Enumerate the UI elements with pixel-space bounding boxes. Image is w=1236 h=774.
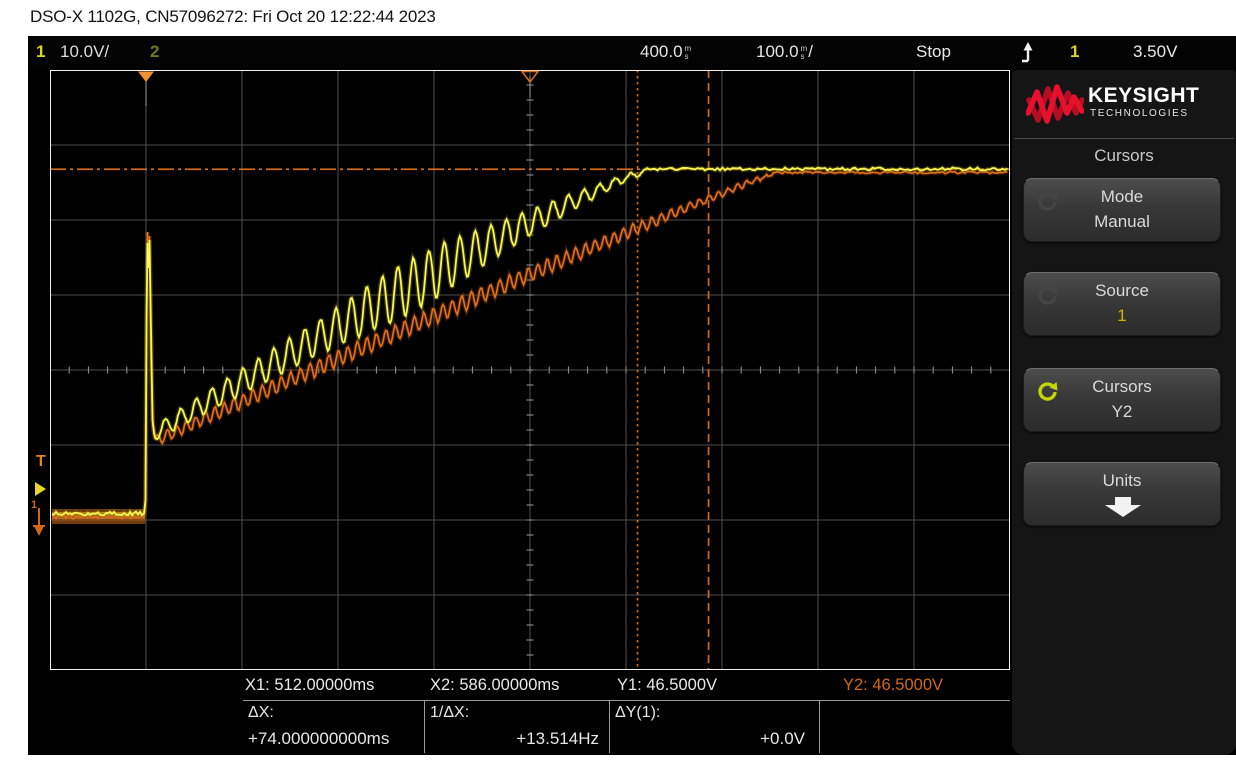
rising-edge-icon [1022, 42, 1033, 63]
softkey-panel: KEYSIGHT TECHNOLOGIES Cursors Mode Manua… [1012, 70, 1236, 755]
down-arrow-icon [1105, 497, 1141, 517]
waveform-area: T 1 X1: 512.00000ms X2: 586.00000ms Y1: … [28, 70, 1012, 755]
delta-y-cell: ΔY(1): +0.0V [610, 701, 820, 753]
keysight-spark-icon [1025, 84, 1085, 124]
rotary-knob-icon [1038, 382, 1058, 401]
inverse-delta-x-cell: 1/ΔX: +13.514Hz [425, 701, 610, 753]
channel1-ground-marker[interactable]: 1 [28, 496, 50, 538]
timebase-setting: 100.0 m s / [756, 42, 813, 61]
rotary-knob-icon [1038, 192, 1058, 211]
delay-units: m s [684, 43, 692, 61]
cursor-readout-row: X1: 512.00000ms X2: 586.00000ms Y1: 46.5… [28, 672, 1012, 700]
horizontal-delay: 400.0 m s [640, 42, 692, 61]
source-softkey[interactable]: Source 1 [1023, 272, 1221, 336]
delta-readout-row: ΔX: +74.000000000ms 1/ΔX: +13.514Hz ΔY(1… [243, 700, 1010, 753]
x2-readout: X2: 586.00000ms [430, 676, 560, 694]
trigger-t-label: T [36, 453, 46, 470]
channel1-badge: 1 [36, 42, 46, 61]
trigger-level: 3.50V [1133, 42, 1178, 61]
delta-x-cell: ΔX: +74.000000000ms [243, 701, 425, 753]
brand-subtitle: TECHNOLOGIES [1090, 108, 1189, 119]
keysight-logo: KEYSIGHT TECHNOLOGIES [1025, 80, 1226, 132]
menu-title: Cursors [1094, 146, 1154, 165]
svg-text:1: 1 [31, 499, 37, 511]
brand-name: KEYSIGHT [1088, 84, 1200, 107]
rotary-knob-icon [1038, 286, 1058, 305]
channel2-badge: 2 [150, 42, 160, 61]
units-softkey[interactable]: Units [1023, 462, 1221, 526]
panel-divider [1014, 138, 1234, 139]
scope-screen: 1 10.0V/ 2 400.0 m s 100.0 m s / Stop [28, 36, 1236, 755]
trigger-level-marker[interactable] [35, 482, 46, 496]
acquisition-status: Stop [916, 42, 951, 61]
instrument-title: DSO-X 1102G, CN57096272: Fri Oct 20 12:2… [30, 7, 436, 26]
y1-readout: Y1: 46.5000V [617, 676, 718, 694]
status-bar: 1 10.0V/ 2 400.0 m s 100.0 m s / Stop [28, 36, 1236, 70]
waveform-display [50, 70, 1010, 670]
x1-readout: X1: 512.00000ms [245, 676, 375, 694]
trigger-source: 1 [1070, 42, 1080, 61]
cursors-softkey[interactable]: Cursors Y2 [1023, 368, 1221, 432]
mode-softkey[interactable]: Mode Manual [1023, 178, 1221, 242]
timebase-units: m s [800, 43, 808, 61]
empty-cell [820, 701, 1010, 753]
y2-readout: Y2: 46.5000V [843, 676, 944, 694]
channel1-scale: 10.0V/ [60, 42, 110, 61]
